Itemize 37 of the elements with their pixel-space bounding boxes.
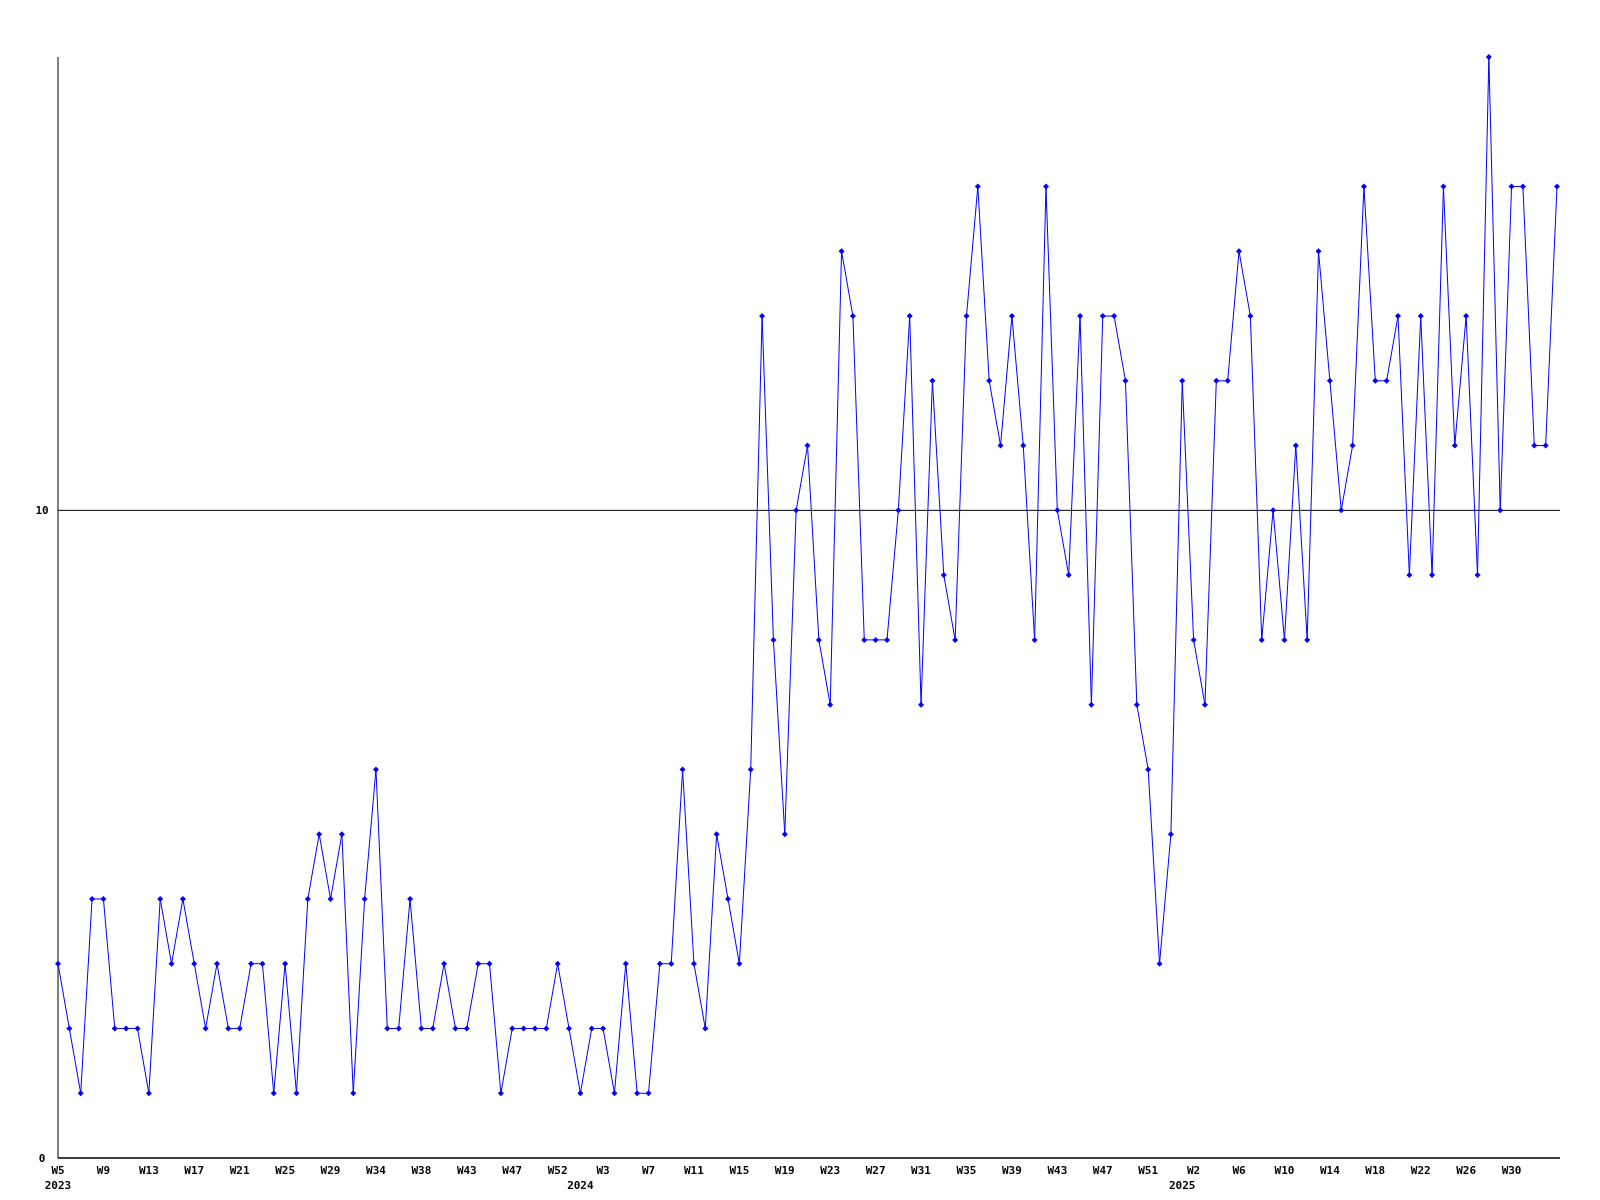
x-tick-label: W25 bbox=[275, 1164, 296, 1177]
x-tick-label: W19 bbox=[774, 1164, 795, 1177]
x-tick-label: W14 bbox=[1319, 1164, 1341, 1177]
x-tick-label: W30 bbox=[1501, 1164, 1522, 1177]
x-tick-label: W52 bbox=[547, 1164, 568, 1177]
x-tick-label: W18 bbox=[1365, 1164, 1386, 1177]
x-tick-label: W10 bbox=[1274, 1164, 1295, 1177]
x-tick-label: W43 bbox=[456, 1164, 477, 1177]
x-tick-label: W7 bbox=[641, 1164, 656, 1177]
x-tick-label: W34 bbox=[366, 1164, 387, 1177]
x-tick-label: W39 bbox=[1001, 1164, 1022, 1177]
x-tick-label: W47 bbox=[1092, 1164, 1113, 1177]
x-tick-label: W21 bbox=[229, 1164, 250, 1177]
x-tick-label: W3 bbox=[596, 1164, 610, 1177]
x-tick-label: W15 bbox=[729, 1164, 750, 1177]
x-tick-label: W38 bbox=[411, 1164, 432, 1177]
x-tick-label: 2025 bbox=[1169, 1179, 1196, 1192]
x-tick-label: W43 bbox=[1047, 1164, 1068, 1177]
x-tick-label: W26 bbox=[1456, 1164, 1477, 1177]
x-tick-label: W27 bbox=[865, 1164, 886, 1177]
x-tick-label: 2024 bbox=[567, 1179, 594, 1192]
x-tick-label: W17 bbox=[184, 1164, 205, 1177]
y-tick-label: 10 bbox=[35, 504, 49, 518]
x-tick-label: W29 bbox=[320, 1164, 341, 1177]
x-tick-label: W5 2023 bbox=[44, 1164, 72, 1192]
x-tick-label: W22 bbox=[1410, 1164, 1431, 1177]
x-tick-label: W9 bbox=[96, 1164, 111, 1177]
x-tick-label: W35 bbox=[956, 1164, 977, 1177]
y-tick-label: 0 bbox=[38, 1151, 46, 1165]
x-tick-label: W23 bbox=[820, 1164, 841, 1177]
x-tick-label: W2 bbox=[1186, 1164, 1201, 1177]
x-tick-label: W13 bbox=[138, 1164, 159, 1177]
x-tick-label: W47 bbox=[502, 1164, 523, 1177]
x-tick-label: W11 bbox=[684, 1164, 705, 1177]
x-tick-label: W31 bbox=[911, 1164, 932, 1177]
x-tick-label: W51 bbox=[1138, 1164, 1159, 1177]
x-tick-label: W6 bbox=[1232, 1164, 1247, 1177]
